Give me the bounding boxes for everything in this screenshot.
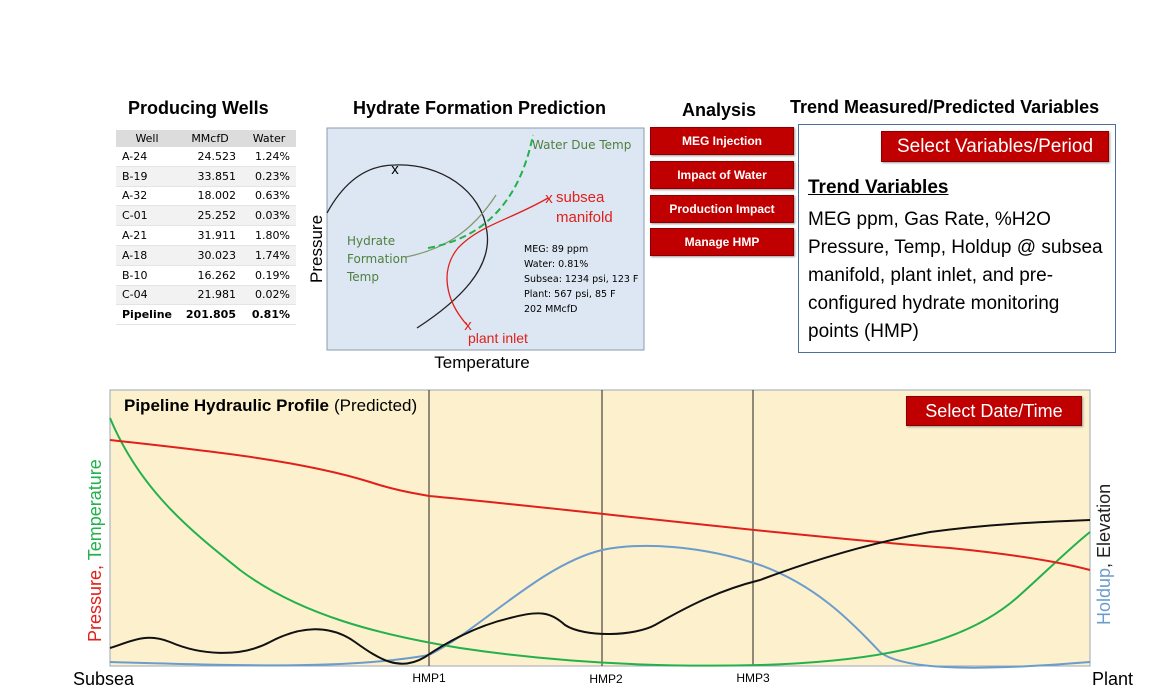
col-header-mmcfd: MMcfD (178, 130, 242, 147)
elevation-series (109, 519, 1091, 665)
cell-water: 1.80% (242, 225, 296, 246)
info-water: Water: 0.81% (524, 259, 588, 270)
cell-mmcfd: 30.023 (178, 245, 242, 266)
table-row[interactable]: A-21 31.911 1.80% (116, 225, 296, 246)
cell-water: 0.02% (242, 285, 296, 306)
profile-plot-area (109, 389, 1091, 667)
info-subsea: Subsea: 1234 psi, 123 F (524, 274, 638, 285)
trend-title: Trend Measured/Predicted Variables (790, 97, 1100, 117)
water-due-temp-label: Water Due Temp (532, 138, 631, 152)
subsea-x-marker: x (545, 190, 553, 207)
cell-well: C-01 (116, 205, 178, 227)
production-impact-button[interactable]: Production Impact (650, 195, 794, 223)
cell-well: B-10 (116, 265, 178, 286)
cell-mmcfd: 25.252 (178, 205, 242, 227)
trend-variables-text: MEG ppm, Gas Rate, %H2O Pressure, Temp, … (808, 209, 1103, 342)
plant-x-marker: x (464, 317, 472, 334)
cell-mmcfd: 18.002 (178, 186, 242, 207)
left-axis-label: Pressure, Temperature (85, 459, 105, 642)
holdup-series (109, 544, 1091, 669)
cell-mmcfd: 201.805 (178, 304, 242, 326)
x-start-label: Subsea (73, 669, 135, 689)
cell-water: 0.23% (242, 166, 296, 187)
cell-water: 0.63% (242, 186, 296, 207)
info-meg: MEG: 89 ppm (524, 244, 588, 255)
table-row[interactable]: B-19 33.851 0.23% (116, 166, 296, 187)
cell-well: A-32 (116, 186, 178, 207)
hydrate-diagram: x x x Water Due Temp Hydrate Formation T… (307, 127, 645, 372)
hydrate-title: Hydrate Formation Prediction (353, 98, 607, 118)
cell-water: 0.81% (242, 304, 296, 326)
trend-variables-heading: Trend Variables (808, 177, 949, 198)
cell-water: 1.74% (242, 245, 296, 266)
cell-water: 0.19% (242, 265, 296, 286)
right-axis-label: Holdup, Elevation (1094, 484, 1114, 625)
cell-mmcfd: 31.911 (178, 225, 242, 246)
hmp1-label: HMP1 (412, 671, 446, 685)
table-row[interactable]: A-24 24.523 1.24% (116, 147, 296, 167)
pipeline-profile-chart: Pipeline Hydraulic Profile (Predicted) Pr… (73, 389, 1133, 689)
cell-well: A-24 (116, 147, 178, 167)
table-row-total[interactable]: Pipeline 201.805 0.81% (116, 304, 296, 326)
plant-inlet-label: plant inlet (468, 330, 528, 346)
hydrate-envelope-curve (326, 164, 489, 329)
cell-well: Pipeline (116, 304, 178, 326)
wells-title: Producing Wells (128, 98, 269, 118)
info-plant: Plant: 567 psi, 85 F (524, 289, 616, 300)
wells-table: Well MMcfD Water A-24 24.523 1.24% B-19 33.… (116, 130, 296, 326)
col-header-well: Well (116, 130, 178, 147)
meg-injection-button[interactable]: MEG Injection (650, 127, 794, 155)
hydrate-formation-curve (405, 194, 497, 258)
hydrate-temp-label-2: Formation (347, 252, 408, 266)
cell-mmcfd: 21.981 (178, 285, 242, 306)
select-variables-button[interactable]: Select Variables/Period (881, 131, 1109, 162)
water-due-temp-curve (427, 134, 534, 249)
cell-well: A-21 (116, 225, 178, 246)
subsea-label-2: manifold (556, 209, 613, 226)
table-row[interactable]: C-01 25.252 0.03% (116, 205, 296, 227)
table-row[interactable]: B-10 16.262 0.19% (116, 265, 296, 286)
temperature-series (109, 417, 1091, 667)
trend-panel: Select Variables/Period Trend Variables … (798, 124, 1116, 353)
hydrate-y-axis-label: Pressure (307, 215, 326, 283)
hmp2-label: HMP2 (589, 672, 623, 686)
cell-well: B-19 (116, 166, 178, 187)
analysis-title: Analysis (682, 100, 757, 120)
col-header-water: Water (242, 130, 296, 147)
impact-of-water-button[interactable]: Impact of Water (650, 161, 794, 189)
pressure-series (109, 439, 1091, 571)
info-rate: 202 MMcfD (524, 304, 577, 315)
cell-well: A-18 (116, 245, 178, 266)
hmp3-label: HMP3 (736, 671, 770, 685)
cell-mmcfd: 33.851 (178, 166, 242, 187)
profile-title: Pipeline Hydraulic Profile (Predicted) (124, 396, 417, 415)
manage-hmp-button[interactable]: Manage HMP (650, 228, 794, 256)
cell-mmcfd: 24.523 (178, 147, 242, 167)
operating-curve (446, 197, 549, 326)
cell-mmcfd: 16.262 (178, 265, 242, 286)
table-row[interactable]: A-18 30.023 1.74% (116, 245, 296, 266)
cell-water: 1.24% (242, 147, 296, 167)
table-row[interactable]: A-32 18.002 0.63% (116, 186, 296, 207)
table-row[interactable]: C-04 21.981 0.02% (116, 285, 296, 306)
subsea-label-1: subsea (556, 189, 605, 206)
hydrate-x-axis-label: Temperature (434, 353, 529, 372)
cell-water: 0.03% (242, 205, 296, 227)
hydrate-plot-area (326, 127, 645, 351)
cell-well: C-04 (116, 285, 178, 306)
wells-table-container: Well MMcfD Water A-24 24.523 1.24% B-19 33.… (116, 130, 296, 326)
select-date-time-button[interactable]: Select Date/Time (906, 396, 1082, 426)
envelope-x-marker: x (391, 161, 399, 178)
hydrate-temp-label-3: Temp (346, 270, 379, 284)
x-end-label: Plant (1092, 669, 1133, 689)
hydrate-temp-label-1: Hydrate (347, 234, 395, 248)
